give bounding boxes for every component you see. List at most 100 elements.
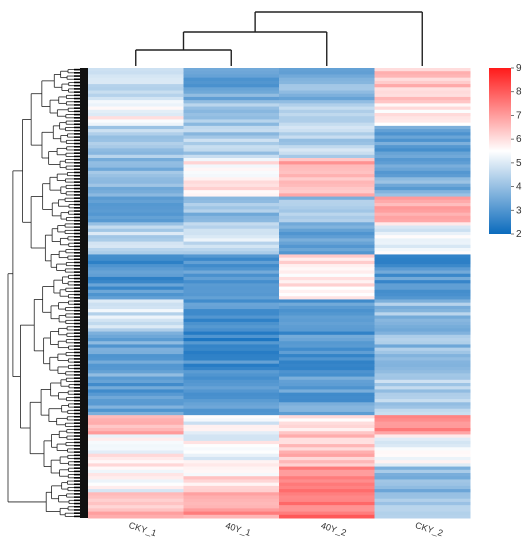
heatmap-cell <box>374 434 471 439</box>
heatmap-cell <box>183 103 280 108</box>
heatmap-cell <box>374 206 471 210</box>
heatmap-cell <box>279 93 375 98</box>
heatmap-cell <box>183 158 280 162</box>
heatmap-cell <box>374 389 471 394</box>
heatmap-cell <box>374 357 471 361</box>
heatmap-cell <box>183 113 280 117</box>
heatmap-cell <box>374 260 471 265</box>
heatmap-cell <box>279 241 375 246</box>
heatmap-cell <box>183 170 280 175</box>
heatmap-cell <box>88 498 184 503</box>
heatmap-cell <box>183 299 280 304</box>
heatmap-cell <box>88 360 184 365</box>
heatmap-cell <box>279 366 375 371</box>
heatmap-cell <box>183 379 280 384</box>
heatmap-cell <box>279 238 375 243</box>
heatmap-cell <box>88 501 184 506</box>
heatmap-cell <box>88 305 184 310</box>
heatmap-cell <box>279 267 375 271</box>
heatmap-cell <box>374 270 471 275</box>
heatmap-cell <box>88 312 184 316</box>
heatmap-cell <box>183 354 280 358</box>
heatmap-cell <box>183 293 280 297</box>
heatmap-cell <box>88 231 184 236</box>
heatmap-cell <box>374 347 471 352</box>
heatmap-cell <box>374 177 471 181</box>
heatmap-cell <box>374 370 471 374</box>
heatmap-cell <box>374 170 471 175</box>
heatmap-cell <box>183 161 280 165</box>
heatmap-cell <box>374 71 471 75</box>
heatmap-cell <box>88 93 184 98</box>
heatmap-cell <box>183 411 280 416</box>
heatmap-cell <box>374 84 471 88</box>
heatmap-cell <box>279 321 375 326</box>
heatmap-cell <box>374 405 471 410</box>
heatmap-cell <box>374 363 471 368</box>
colorbar-tick-label: 4 <box>516 182 522 193</box>
heatmap-cell <box>183 389 280 394</box>
heatmap-cell <box>279 158 375 162</box>
heatmap-cell <box>374 125 471 130</box>
heatmap-cell <box>279 293 375 297</box>
heatmap-cell <box>279 418 375 423</box>
heatmap-cell <box>279 109 375 114</box>
heatmap-cell <box>183 270 280 275</box>
heatmap-cell <box>183 328 280 333</box>
heatmap-cell <box>183 505 280 509</box>
heatmap-cell <box>374 328 471 333</box>
heatmap-cell <box>279 514 375 519</box>
heatmap-cell <box>183 463 280 468</box>
heatmap-cell <box>183 87 280 91</box>
heatmap-cell <box>374 222 471 226</box>
heatmap-cell <box>88 492 184 496</box>
heatmap-cell <box>279 84 375 88</box>
heatmap-cell <box>88 379 184 384</box>
heatmap-cell <box>374 331 471 336</box>
heatmap-cell <box>374 325 471 329</box>
heatmap-cell <box>279 399 375 403</box>
heatmap-cell <box>279 193 375 198</box>
heatmap-cell <box>279 276 375 281</box>
heatmap-cell <box>88 505 184 509</box>
colorbar-tick-label: 5 <box>516 158 522 169</box>
heatmap-cell <box>88 344 184 349</box>
heatmap-cell <box>183 74 280 79</box>
heatmap-cell <box>88 241 184 246</box>
colorbar-tick-label: 8 <box>516 87 522 98</box>
heatmap-cell <box>88 476 184 480</box>
heatmap-cell <box>279 80 375 85</box>
heatmap-cell <box>88 254 184 259</box>
heatmap-cell <box>183 428 280 432</box>
heatmap-cell <box>374 373 471 378</box>
heatmap-cell <box>88 77 184 82</box>
heatmap-cell <box>374 460 471 464</box>
heatmap-cell <box>279 463 375 468</box>
heatmap-cell <box>88 415 184 419</box>
heatmap-cell <box>279 296 375 300</box>
heatmap-cell <box>183 183 280 188</box>
heatmap-cell <box>183 193 280 198</box>
colorbar-tick-label: 2 <box>516 229 522 240</box>
heatmap-cell <box>374 399 471 403</box>
heatmap-cell <box>88 228 184 233</box>
heatmap-cell <box>88 148 184 153</box>
heatmap-cell <box>374 132 471 136</box>
heatmap-cell <box>279 469 375 474</box>
heatmap-cell <box>183 203 280 207</box>
heatmap-cell <box>279 408 375 413</box>
heatmap-cell <box>88 418 184 423</box>
heatmap-cell <box>183 196 280 201</box>
heatmap-cell <box>183 370 280 374</box>
heatmap-cell <box>279 87 375 91</box>
heatmap-cell <box>279 132 375 136</box>
heatmap-cell <box>279 125 375 130</box>
heatmap-cell <box>183 415 280 419</box>
heatmap-cell <box>374 109 471 114</box>
heatmap-cell <box>183 254 280 259</box>
heatmap-cell <box>88 113 184 117</box>
heatmap-cell <box>88 347 184 352</box>
heatmap-cell <box>183 225 280 230</box>
heatmap-cell <box>183 460 280 464</box>
heatmap-cell <box>183 276 280 281</box>
